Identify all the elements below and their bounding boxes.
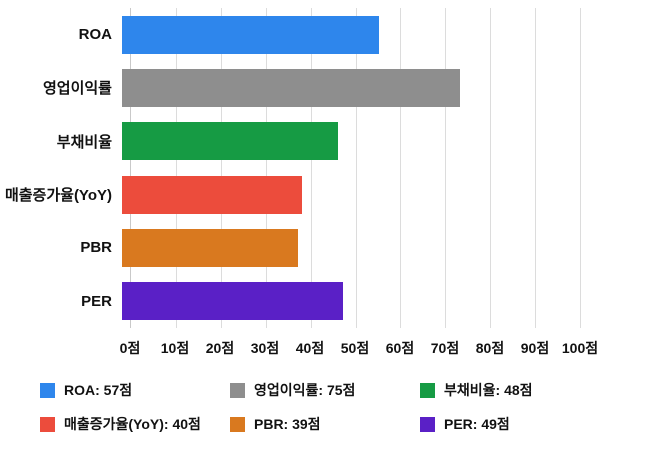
legend-item[interactable]: PER: 49점 (420, 414, 610, 434)
bar-track (122, 8, 572, 61)
x-tick-label: 70점 (430, 340, 460, 356)
bar (122, 282, 343, 321)
x-tick-label: 100점 (561, 340, 599, 356)
legend-swatch (230, 416, 245, 432)
legend-swatch (40, 416, 55, 432)
gridline (265, 8, 267, 328)
category-label: PBR (80, 239, 112, 257)
category-label: 영업이익률 (42, 80, 112, 98)
x-tick-label: 30점 (250, 340, 280, 356)
bar-track (122, 61, 572, 114)
x-axis: 0점 10점 20점 30점 40점 50점 60점 70점 80점 90점 100점 (120, 336, 598, 358)
gridline (310, 8, 312, 328)
category-label: 부채비율 (56, 133, 112, 151)
legend-item[interactable]: 매출증가율(YoY): 40점 (40, 414, 230, 434)
legend-label: PER: 49점 (444, 416, 510, 432)
legend-swatch (40, 382, 55, 398)
gridline (445, 8, 447, 328)
category-label: PER (81, 292, 112, 310)
bar (122, 122, 338, 161)
legend-label: 매출증가율(YoY): 40점 (64, 416, 201, 432)
bar-track (122, 275, 572, 328)
bar-row: PER (0, 275, 580, 328)
bar (122, 228, 298, 267)
bar-row: 부채비율 (0, 115, 580, 168)
x-tick-label: 80점 (475, 340, 505, 356)
bar-track (122, 168, 572, 221)
x-tick-label: 50점 (340, 340, 370, 356)
x-tick-label: 0점 (119, 340, 141, 356)
legend-swatch (420, 382, 435, 398)
bar-row: ROA (0, 8, 580, 61)
category-label: ROA (78, 26, 112, 44)
bar-track (122, 221, 572, 274)
legend-swatch (420, 416, 435, 432)
legend-label: PBR: 39점 (254, 416, 321, 432)
bar (122, 68, 460, 107)
gridline (535, 8, 537, 328)
legend-item[interactable]: ROA: 57점 (40, 380, 230, 400)
plot-area (130, 8, 581, 328)
bar (122, 15, 379, 54)
legend-item[interactable]: PBR: 39점 (230, 414, 420, 434)
gridline (220, 8, 222, 328)
legend-label: 영업이익률: 75점 (254, 382, 356, 398)
legend-swatch (230, 382, 245, 398)
bar-row: PBR (0, 221, 580, 274)
x-tick-label: 20점 (205, 340, 235, 356)
gridline (490, 8, 492, 328)
category-label: 매출증가율(YoY) (4, 187, 112, 205)
gridline (580, 8, 581, 328)
legend-label: ROA: 57점 (64, 382, 133, 398)
bar (122, 175, 302, 214)
bar-track (122, 115, 572, 168)
legend-item[interactable]: 영업이익률: 75점 (230, 380, 420, 400)
legend-label: 부채비율: 48점 (444, 382, 533, 398)
legend-item[interactable]: 부채비율: 48점 (420, 380, 610, 400)
gridline (355, 8, 357, 328)
x-tick-label: 40점 (295, 340, 325, 356)
x-tick-label: 60점 (385, 340, 415, 356)
gridline (175, 8, 177, 328)
bar-row: 매출증가율(YoY) (0, 168, 580, 221)
bar-row: 영업이익률 (0, 61, 580, 114)
x-tick-label: 10점 (160, 340, 190, 356)
x-tick-label: 90점 (520, 340, 550, 356)
gridline (400, 8, 402, 328)
